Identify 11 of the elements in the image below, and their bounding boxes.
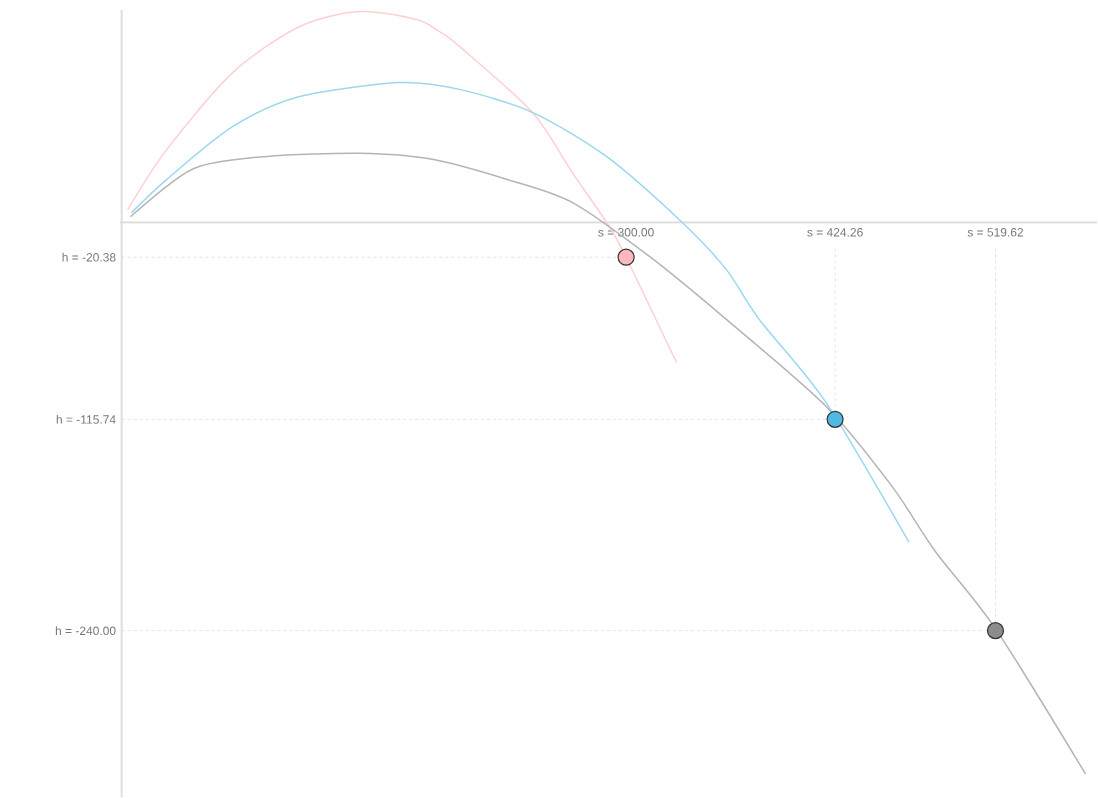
y-tick-label: h = -240.00 <box>55 626 116 635</box>
line-series <box>127 10 677 363</box>
point <box>986 621 1005 640</box>
x-tick-label: s = 424.26 <box>807 227 863 237</box>
line-series <box>130 152 1086 775</box>
y-tick-label: h = -20.38 <box>62 252 116 262</box>
y-tick-label: h = -115.74 <box>56 414 116 424</box>
line-series <box>131 81 910 543</box>
x-tick-label: s = 519.62 <box>967 227 1024 237</box>
point <box>826 410 844 428</box>
point <box>617 248 635 266</box>
